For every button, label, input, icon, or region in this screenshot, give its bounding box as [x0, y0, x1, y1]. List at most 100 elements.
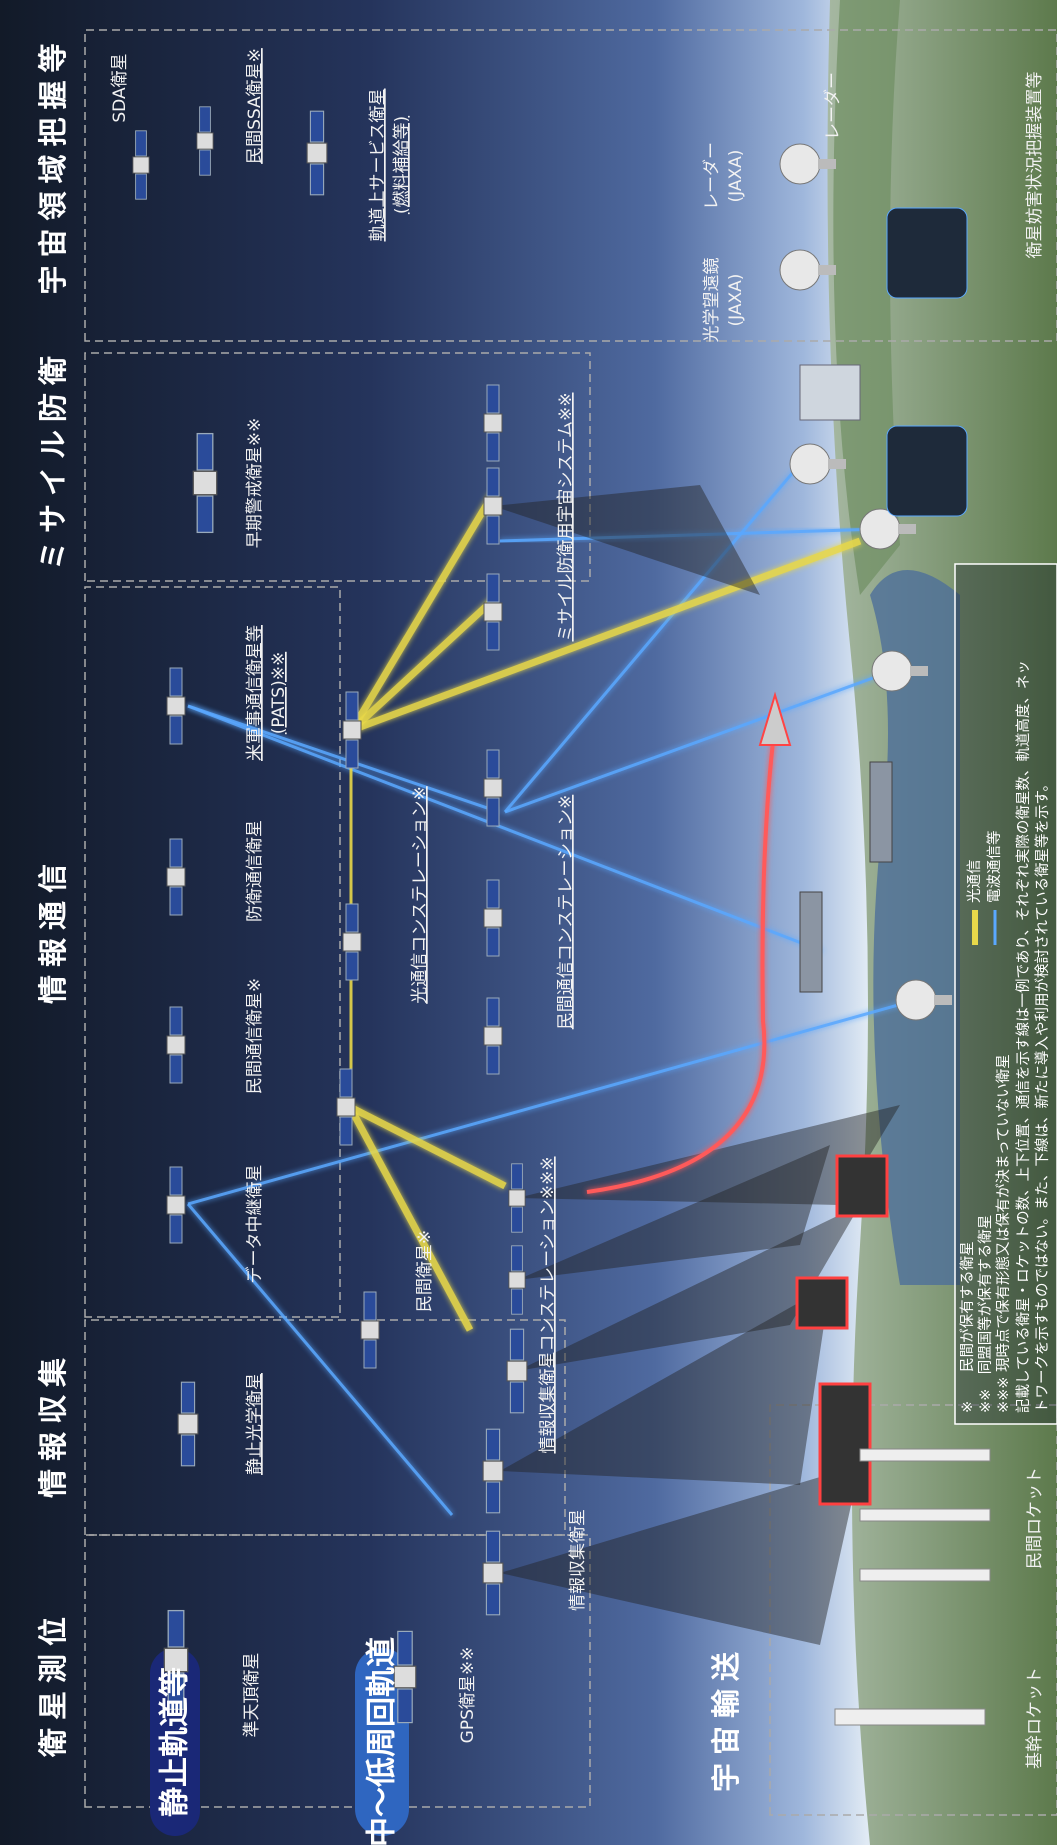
- sat-body: [508, 1271, 526, 1289]
- sensor-beam: [493, 485, 760, 595]
- orbit-label: 静止軌道等: [158, 1667, 193, 1817]
- sat-body: [166, 867, 186, 887]
- solar-panel: [363, 1339, 377, 1369]
- sat-body: [166, 1035, 186, 1055]
- sat-body: [166, 1195, 186, 1215]
- solar-panel: [511, 1163, 523, 1190]
- solar-panel: [486, 432, 500, 462]
- section-heading: 宇宙領域把握等: [36, 35, 70, 294]
- solar-panel: [486, 467, 500, 497]
- label: (JAXA): [726, 274, 746, 327]
- label: 情報収集衛星: [568, 1509, 588, 1611]
- solar-panel: [345, 951, 359, 981]
- geo-box: [150, 1648, 200, 1836]
- solar-panel: [485, 1530, 501, 1563]
- sensor-beam: [500, 1285, 830, 1485]
- solar-panel: [196, 432, 214, 471]
- private-rocket: [859, 1448, 991, 1462]
- antenna-base: [898, 524, 916, 534]
- sat-body: [483, 1026, 503, 1046]
- antenna-base: [828, 459, 846, 469]
- label: GPS衛星※※: [458, 1647, 478, 1744]
- label: 静止光学衛星: [245, 1373, 265, 1475]
- solar-panel: [309, 110, 325, 143]
- satellite: [508, 1245, 526, 1315]
- antenna: [779, 143, 821, 185]
- note: 記載している衛星・ロケットの数、上下位置、通信を示す線は一例であり、それぞれ実際…: [1015, 660, 1032, 1413]
- link: [504, 669, 893, 814]
- label: 早期警戒衛星※※: [245, 418, 265, 549]
- sensor-beam: [500, 1465, 860, 1645]
- sat-body: [177, 1413, 199, 1435]
- link: [187, 704, 500, 814]
- note: ※※ 同盟国等が保有する衛星: [976, 1215, 994, 1413]
- satellite: [506, 1328, 528, 1414]
- link: [346, 1105, 474, 1332]
- satellite: [482, 1530, 504, 1616]
- sensor-beam: [517, 1105, 900, 1205]
- solar-panel: [169, 886, 183, 916]
- ground-target: [795, 1276, 849, 1330]
- note: ※ 民間が保有する衛星: [959, 1241, 976, 1413]
- sat-body: [166, 696, 186, 716]
- ship: [799, 891, 823, 993]
- private-rocket: [859, 1508, 991, 1522]
- satellite: [306, 110, 328, 196]
- antenna-base: [818, 159, 836, 169]
- label: SDA衛星: [110, 53, 130, 122]
- sat-body: [192, 470, 218, 496]
- satellite: [192, 432, 218, 534]
- section-frames: [84, 29, 1057, 1816]
- satellite: [132, 130, 150, 200]
- label: 基幹ロケット: [1024, 1667, 1045, 1769]
- antenna: [895, 979, 937, 1021]
- sat-body: [506, 1360, 528, 1382]
- label: (燃料補給等): [392, 116, 412, 214]
- label: 米軍事通信衛星等: [245, 625, 265, 761]
- link: [349, 597, 496, 733]
- notes-box: [954, 563, 1057, 1425]
- ship: [869, 761, 893, 863]
- note: ※※※ 現時点で保有形態又は保有が決まっていない衛星: [995, 1054, 1012, 1413]
- satellite: [483, 573, 503, 651]
- satellite: [483, 749, 503, 827]
- satellite: [393, 1630, 417, 1724]
- label: 民間ロケット: [1025, 1467, 1045, 1569]
- solar-panel: [135, 173, 147, 200]
- satellite: [177, 1381, 199, 1467]
- solar-panel: [511, 1245, 523, 1272]
- sat-body: [132, 156, 150, 174]
- section-heading: 情報収集: [36, 1350, 70, 1498]
- sat-body: [393, 1665, 417, 1689]
- section-heading: 情報通信: [36, 856, 70, 1004]
- link: [186, 1203, 454, 1516]
- sat-body: [483, 602, 503, 622]
- satellite: [483, 879, 503, 957]
- label: 民間通信衛星※: [245, 978, 265, 1094]
- sat-body: [483, 778, 503, 798]
- solar-panel: [309, 163, 325, 196]
- link: [499, 527, 881, 543]
- sat-body: [196, 132, 214, 150]
- sensor-beam: [517, 1145, 830, 1280]
- link: [187, 704, 823, 953]
- antenna-base: [910, 666, 928, 676]
- label: 民間通信コンステレーション※: [556, 795, 576, 1030]
- antenna: [779, 249, 821, 291]
- solar-panel: [339, 1116, 353, 1146]
- orbit-label: 中〜低周回軌道: [365, 1637, 400, 1845]
- link: [503, 463, 802, 813]
- ground-target: [818, 1382, 872, 1506]
- satellite: [166, 1006, 186, 1084]
- sat-body: [360, 1320, 380, 1340]
- solar-panel: [486, 1045, 500, 1075]
- antenna: [871, 650, 913, 692]
- launch-rocket: [834, 1708, 986, 1726]
- solar-panel: [345, 903, 359, 933]
- label: 防衛通信衛星: [245, 820, 265, 922]
- satellite: [482, 1428, 504, 1514]
- section-heading: 衛星測位: [36, 1609, 70, 1758]
- sat-body: [306, 142, 328, 164]
- label: 民間SSA衛星※: [245, 48, 265, 164]
